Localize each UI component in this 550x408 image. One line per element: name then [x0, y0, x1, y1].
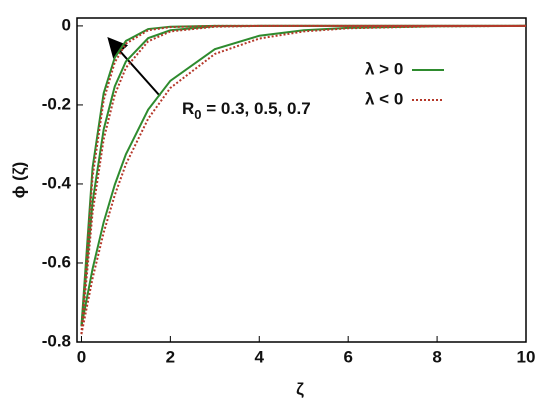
- plot-frame: [76, 17, 527, 343]
- annotation-rest: = 0.3, 0.5, 0.7: [202, 99, 311, 118]
- legend-label: λ < 0: [365, 89, 403, 108]
- y-tick-label: -0.2: [42, 94, 71, 113]
- x-tick-label: 4: [255, 347, 265, 366]
- curve: [80, 24, 527, 335]
- annotation-arrow: [107, 37, 161, 97]
- y-tick-label: -0.6: [42, 252, 71, 271]
- x-tick-label: 2: [166, 347, 175, 366]
- curve: [80, 24, 527, 327]
- x-axis-label: ζ: [296, 379, 304, 398]
- annotation: R0 = 0.3, 0.5, 0.7: [182, 99, 311, 122]
- curve: [80, 24, 526, 327]
- annotation-subscript: 0: [194, 107, 201, 122]
- x-tick-label: 8: [432, 347, 441, 366]
- curve: [80, 24, 526, 335]
- curve: [80, 24, 526, 335]
- x-tick-label: 0: [77, 347, 86, 366]
- y-tick-label: -0.8: [42, 331, 71, 350]
- x-tick-label: 10: [517, 347, 536, 366]
- curve: [80, 24, 526, 327]
- annotation-text: R: [182, 99, 194, 118]
- y-tick-label: 0: [62, 15, 71, 34]
- y-axis-label: ϕ (ζ): [9, 162, 28, 199]
- x-tick-label: 6: [343, 347, 352, 366]
- y-tick-label: -0.4: [42, 173, 72, 192]
- legend-label: λ > 0: [365, 59, 403, 78]
